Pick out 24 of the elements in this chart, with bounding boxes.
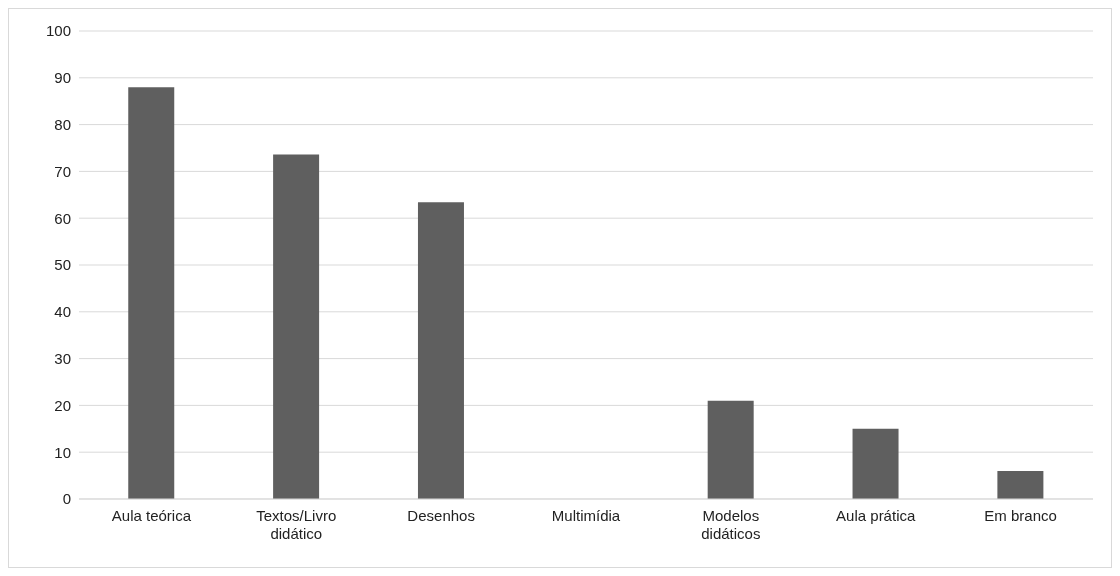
x-tick-label: Aula prática [836, 507, 916, 524]
bar [852, 428, 899, 499]
bar [417, 202, 464, 499]
y-tick-label: 80 [54, 115, 71, 133]
y-tick-label: 100 [45, 22, 71, 40]
x-tick-label: Em branco [984, 507, 1057, 524]
x-tick-label: Textos/Livro didático [256, 507, 337, 542]
bar [273, 154, 320, 499]
bar [707, 400, 754, 499]
y-tick-label: 30 [54, 349, 71, 367]
bar [128, 87, 175, 499]
x-tick-label: Modelos didáticos [701, 507, 761, 542]
y-tick-label: 50 [54, 256, 71, 274]
x-tick-label: Desenhos [407, 507, 475, 524]
y-tick-label: 90 [54, 69, 71, 87]
y-tick-label: 40 [54, 303, 71, 321]
bar [997, 470, 1044, 499]
x-tick-label: Multimídia [551, 507, 621, 524]
x-tick-label: Aula teórica [111, 507, 192, 524]
y-tick-label: 10 [54, 443, 71, 461]
y-tick-label: 20 [54, 396, 71, 414]
y-tick-label: 60 [54, 209, 71, 227]
y-tick-label: 70 [54, 162, 71, 180]
y-tick-label: 0 [62, 490, 71, 508]
